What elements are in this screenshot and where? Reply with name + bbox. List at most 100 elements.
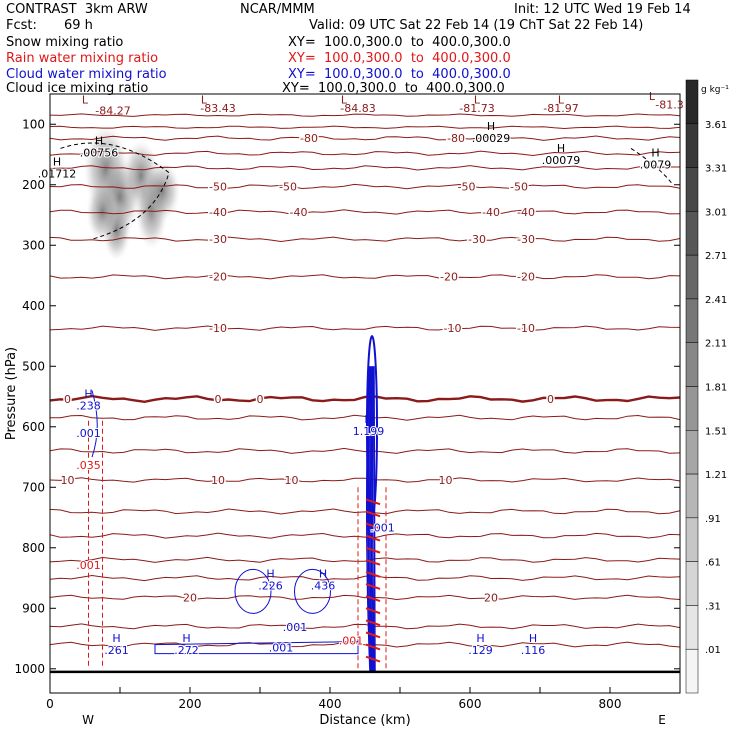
cloud-ice-max-marker: H — [487, 120, 495, 133]
x-tick-label: 600 — [459, 697, 482, 711]
colorbar-label: .01 — [705, 645, 721, 656]
low-label: -81.97 — [543, 102, 578, 115]
isotherm--50 — [50, 183, 680, 190]
rain-label: .001 — [339, 635, 364, 648]
rain-label: .035 — [76, 459, 101, 472]
field-name-cloud-water: Cloud water mixing ratio — [6, 67, 167, 82]
isotherm-label: -80 — [447, 132, 465, 145]
cloud-ice-max-value: .00756 — [80, 147, 119, 160]
cloud-ice-max-marker: H — [651, 147, 659, 160]
cloud-ice-max-value: .0079 — [640, 159, 672, 172]
plot-frame — [49, 93, 681, 694]
isotherm-label: 20 — [183, 591, 197, 604]
colorbar-label: .61 — [705, 558, 721, 569]
isotherm-label: -50 — [458, 181, 476, 194]
x-axis-title: Distance (km) — [319, 713, 410, 728]
temperature-contour — [50, 574, 680, 582]
isotherm-label: -30 — [468, 233, 486, 246]
isotherm--10 — [50, 325, 680, 331]
cloud-water-max-marker: H — [319, 568, 327, 581]
isotherm--80 — [50, 135, 680, 141]
colorbar-swatch — [685, 517, 699, 562]
colorbar-swatch — [685, 605, 699, 650]
rain-core — [365, 655, 381, 663]
cloud-water-max-marker: H — [529, 632, 537, 645]
low-label: L — [82, 94, 89, 107]
field-xy-rain: XY= 100.0,300.0 to 400.0,300.0 — [288, 51, 511, 66]
cloud-water-max-marker: H — [476, 632, 484, 645]
cloud-water-core — [370, 366, 374, 672]
cloud-water-max-value: .001 — [269, 641, 294, 654]
colorbar-label: 1.81 — [705, 383, 727, 394]
snow-shading — [86, 181, 119, 242]
cloud-ice-max-marker: H — [53, 156, 61, 169]
cloud-water-max-value: .226 — [258, 580, 283, 593]
cloud-water-max-value: .261 — [104, 644, 129, 657]
temperature-contour — [50, 414, 680, 421]
cloud-water-max-marker: H — [364, 413, 372, 426]
rain-label: .001 — [76, 559, 101, 572]
isotherm-label: -10 — [209, 322, 227, 335]
forecast-label: Fcst: — [6, 18, 37, 33]
cloud-water-max-marker: H — [182, 632, 190, 645]
rain-core — [365, 607, 381, 615]
rain-core — [365, 546, 381, 554]
colorbar-swatch — [685, 386, 699, 431]
rain-core — [365, 631, 381, 639]
cloud-ice-max-marker: H — [557, 142, 565, 155]
colorbar-swatch — [685, 123, 699, 168]
cloud-ice-contour — [630, 148, 674, 186]
cloud-water-core — [366, 335, 378, 519]
x-tick-label: 800 — [599, 697, 622, 711]
isotherm-label: -20 — [209, 271, 227, 284]
y-tick-label: 300 — [22, 238, 45, 252]
isotherm-label: -40 — [482, 206, 500, 219]
y-tick-label: 1000 — [14, 662, 45, 676]
temperature-contour — [50, 532, 680, 539]
isotherm-label: -30 — [209, 233, 227, 246]
cloud-water-max-value: 1.199 — [353, 425, 385, 438]
isotherm-label: 10 — [211, 474, 225, 487]
west-label: W — [82, 713, 94, 727]
colorbar-swatch — [685, 211, 699, 256]
field-name-snow: Snow mixing ratio — [6, 35, 124, 50]
field-xy-cloud-ice: XY= 100.0,300.0 to 400.0,300.0 — [282, 81, 505, 96]
isotherm--20 — [50, 273, 680, 280]
cloud-water-max-marker: H — [266, 568, 274, 581]
cloud-water-max-marker: H — [84, 387, 92, 400]
rain-core — [365, 571, 381, 578]
temperature-contour — [50, 113, 680, 117]
cloud-water-max-marker: H — [112, 632, 120, 645]
cloud-water-core — [371, 366, 375, 672]
colorbar-swatch — [685, 430, 699, 475]
colorbar-swatch — [685, 648, 699, 694]
rain-core — [365, 510, 381, 518]
low-label: -84.27 — [95, 105, 130, 118]
x-tick-label: 0 — [46, 697, 54, 711]
rain-core — [365, 498, 381, 506]
low-label: L — [474, 94, 481, 107]
cloud-water-max-value: .116 — [521, 644, 546, 657]
isotherm-label: -50 — [510, 181, 528, 194]
isotherm-label: -50 — [279, 181, 297, 194]
isotherm-20 — [50, 594, 680, 601]
rain-core — [365, 619, 381, 627]
colorbar-label: 2.41 — [705, 295, 727, 306]
rain-core — [365, 595, 381, 602]
field-xy-snow: XY= 100.0,300.0 to 400.0,300.0 — [288, 35, 511, 50]
field-name-cloud-ice: Cloud ice mixing ratio — [6, 81, 149, 96]
temperature-contour — [50, 641, 680, 648]
y-tick-label: 800 — [22, 541, 45, 555]
temperature-contour — [50, 623, 680, 630]
model-title: CONTRAST 3km ARW — [6, 2, 148, 17]
cloud-water-contour — [91, 390, 98, 458]
colorbar-swatch — [685, 561, 699, 606]
cloud-water-max-value: .272 — [174, 644, 199, 657]
colorbar-label: .31 — [705, 601, 721, 612]
x-tick-label: 200 — [179, 697, 202, 711]
isotherm-10 — [50, 477, 680, 483]
isotherm-label: -30 — [517, 233, 535, 246]
colorbar-swatch — [685, 342, 699, 387]
colorbar-unit: g kg⁻¹ — [701, 85, 729, 95]
temperature-contour — [50, 556, 680, 563]
